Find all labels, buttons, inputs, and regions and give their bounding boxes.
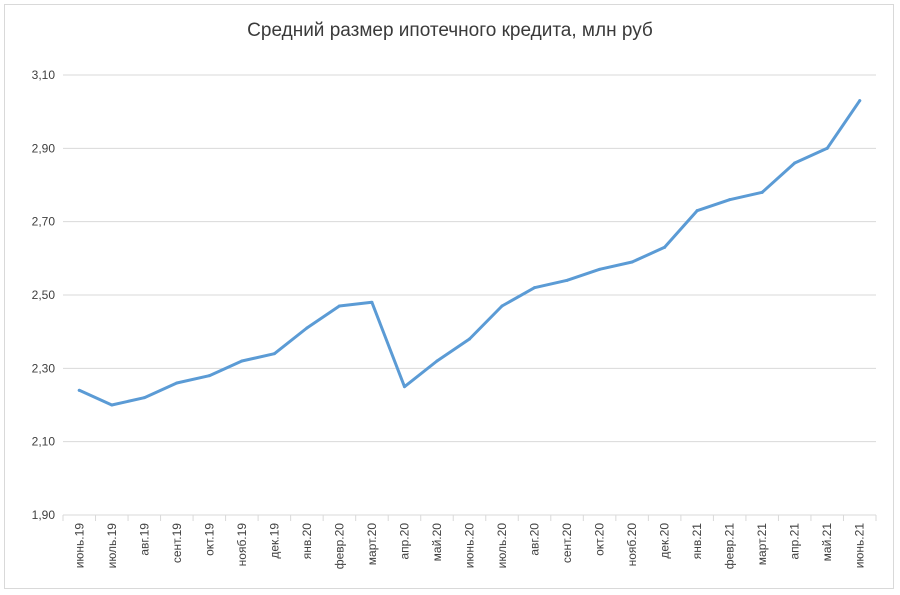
data-point [793, 161, 797, 165]
x-tick-label: авг.20 [528, 523, 542, 556]
x-tick-label: сент.19 [170, 523, 184, 563]
y-tick-label: 3,10 [32, 68, 56, 82]
x-tick-label: сент.20 [560, 523, 574, 563]
x-tick-label: май.20 [430, 523, 444, 562]
x-tick-label: нояб.19 [235, 523, 249, 567]
x-tick-label: май.21 [820, 523, 834, 562]
data-point [858, 99, 862, 103]
data-point [630, 260, 634, 264]
chart-frame [4, 4, 894, 589]
x-tick-label: июнь.21 [853, 523, 867, 569]
data-point [663, 245, 667, 249]
data-point [468, 337, 471, 341]
chart-title: Средний размер ипотечного кредита, млн р… [247, 20, 653, 41]
data-point [435, 359, 439, 363]
data-point [370, 300, 374, 304]
x-tick-label: окт.19 [202, 523, 216, 556]
x-tick-label: дек.20 [658, 523, 672, 559]
data-point [728, 198, 732, 202]
data-point [500, 304, 504, 308]
x-tick-label: июнь.19 [72, 523, 86, 569]
x-tick-label: авг.19 [137, 523, 151, 556]
data-point [598, 267, 602, 271]
x-tick-label: окт.20 [593, 523, 607, 556]
x-tick-label: июнь.20 [463, 523, 477, 569]
gridlines [63, 74, 876, 516]
data-point [305, 326, 309, 330]
data-point [565, 278, 569, 282]
x-tick-label: февр.20 [332, 523, 346, 570]
y-tick-label: 2,10 [32, 435, 56, 449]
data-point [142, 396, 146, 400]
y-axis: 1,90 2,10 2,30 2,50 2,70 2,90 3,10 [32, 68, 56, 522]
x-tick-label: июль.20 [495, 523, 509, 569]
data-point [825, 146, 829, 150]
y-tick-label: 2,70 [32, 215, 56, 229]
data-point [695, 209, 699, 213]
y-tick-label: 2,50 [32, 288, 56, 302]
x-tick-label: июль.19 [105, 523, 119, 569]
data-point [77, 388, 81, 392]
data-point [337, 304, 341, 308]
x-axis: июнь.19 июль.19 авг.19 сент.19 окт.19 нояб.19… [62, 515, 877, 570]
x-tick-label: нояб.20 [625, 523, 639, 567]
data-point [110, 403, 114, 407]
series-layer [77, 99, 862, 407]
data-point [402, 385, 406, 389]
y-tick-label: 2,30 [32, 361, 56, 375]
x-tick-label: февр.21 [723, 523, 737, 570]
series-line [77, 99, 862, 407]
y-tick-label: 1,90 [32, 508, 56, 522]
data-point [760, 190, 764, 194]
x-tick-label: апр.20 [397, 523, 411, 560]
data-point [240, 359, 244, 363]
x-tick-label: янв.21 [690, 523, 704, 560]
data-point [175, 381, 179, 385]
y-tick-label: 2,90 [32, 141, 56, 155]
x-tick-label: март.20 [365, 523, 379, 566]
data-point [272, 352, 276, 356]
data-point [533, 286, 537, 290]
x-tick-label: март.21 [755, 523, 769, 566]
x-tick-label: дек.19 [267, 523, 281, 559]
x-tick-label: апр.21 [788, 523, 802, 560]
data-point [207, 374, 211, 378]
x-tick-label: янв.20 [300, 523, 314, 560]
